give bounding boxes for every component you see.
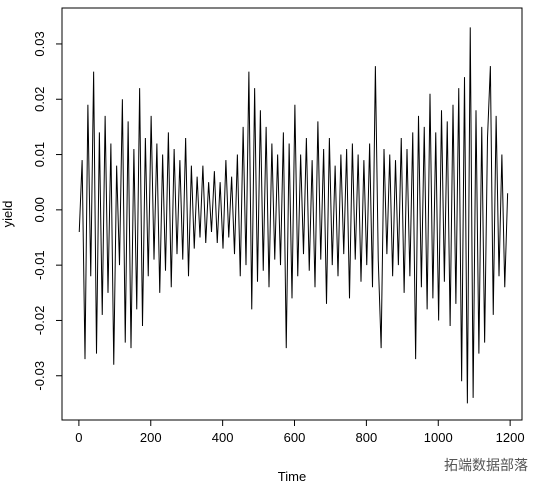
x-tick-label: 400 [212,430,234,445]
x-tick-label: 0 [75,430,82,445]
x-tick-label: 1200 [496,430,525,445]
y-tick-label: 0.02 [32,87,47,112]
x-axis-label: Time [278,469,306,484]
plot-frame [61,7,523,421]
x-tick-label: 200 [140,430,162,445]
watermark: 拓端数据部落 [444,457,528,473]
y-tick-label: 0.00 [32,197,47,222]
y-axis-label: yield [0,201,15,228]
series-line [78,27,509,404]
x-tick-label: 1000 [424,430,453,445]
y-tick-label: -0.02 [32,306,47,336]
y-tick-label: -0.03 [32,361,47,391]
y-tick-label: 0.03 [32,31,47,56]
y-tick-label: -0.01 [32,250,47,280]
x-tick-label: 800 [356,430,378,445]
y-tick-label: 0.01 [32,142,47,167]
x-tick-label: 600 [284,430,306,445]
